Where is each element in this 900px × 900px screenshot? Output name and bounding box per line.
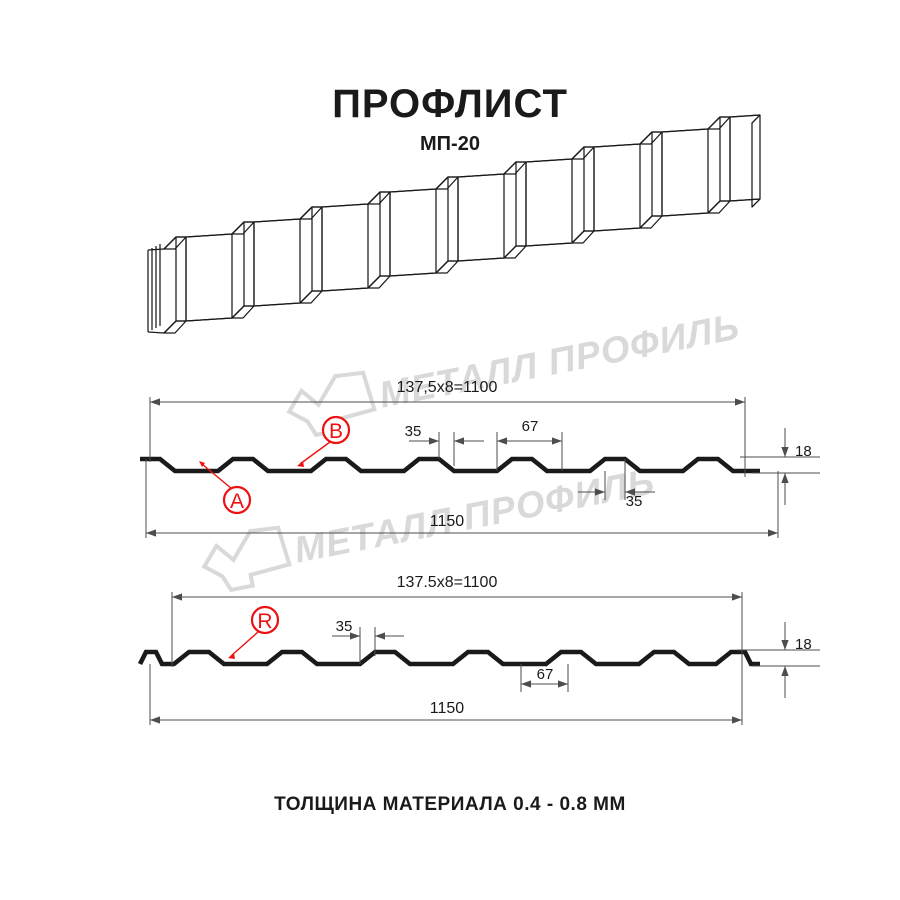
metal-profile-logo-icon: [201, 525, 292, 593]
page-subtitle-model: МП-20: [420, 133, 480, 155]
dim-crest-width-label-2: 35: [626, 493, 643, 510]
leader-arrow: [297, 461, 304, 467]
callout-r: R: [228, 605, 280, 659]
callout-r-label: R: [257, 610, 272, 633]
callout-circle: [222, 485, 252, 515]
dim-height-label: 18: [795, 636, 812, 653]
dim-valley-width-label: 67: [537, 666, 554, 683]
leader-arrow: [199, 461, 205, 467]
leader-line: [299, 441, 331, 465]
dim-pitch-total-label: 137.5x8=1100: [397, 574, 498, 591]
callout-b-label: B: [329, 420, 343, 443]
deck-top-outline: [163, 114, 761, 250]
dim-crest-width-label: 35: [336, 618, 353, 635]
dim-pitch-total-label: 137,5х8=1100: [397, 379, 498, 396]
callout-a-label: A: [230, 490, 244, 513]
page-title: ПРОФЛИСТ: [332, 82, 568, 126]
dim-height-label: 18: [795, 443, 812, 460]
leader-line: [230, 631, 259, 657]
deck-bottom-outline: [163, 198, 761, 334]
callout-circle: [250, 605, 280, 635]
callout-a: A: [199, 461, 252, 515]
material-thickness-caption: ТОЛЩИНА МАТЕРИАЛА 0.4 - 0.8 ММ: [274, 794, 626, 815]
dim-crest-width-label: 35: [405, 423, 422, 440]
profile-polyline: [137, 649, 760, 667]
dim-overall-width-label: 1150: [430, 700, 465, 717]
sheet-edge-layers: [147, 244, 165, 334]
leader-arrow: [228, 653, 235, 659]
dim-overall-width-label: 1150: [430, 513, 465, 530]
profile-polyline: [140, 456, 760, 474]
dim-valley-width-label: 67: [522, 418, 539, 435]
callout-circle: [321, 415, 351, 445]
callout-b: B: [297, 415, 351, 467]
leader-line: [201, 463, 233, 490]
